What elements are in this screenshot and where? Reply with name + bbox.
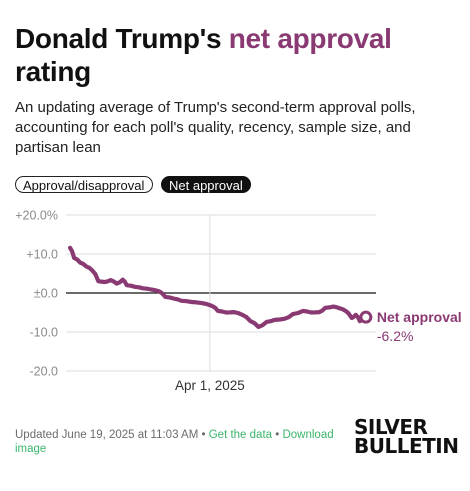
- series-value-label: -6.2%: [377, 328, 414, 344]
- logo-line-1: SILVER: [354, 415, 428, 439]
- y-tick-label: -10.0: [30, 326, 59, 340]
- y-tick-label: -20.0: [30, 365, 59, 379]
- series-name-label: Net approval: [377, 309, 462, 325]
- chart-grid: [66, 214, 376, 372]
- y-tick-label: +10.0: [26, 248, 58, 262]
- net-approval-chart: +20.0% +10.0 ±0.0 -10.0 -20.0 Apr 1, 2025 Ne…: [15, 209, 462, 394]
- y-tick-label: +20.0%: [15, 209, 58, 223]
- series-line-net-approval: [68, 245, 368, 329]
- approval-disapproval-toggle[interactable]: Approval/disapproval: [15, 176, 153, 193]
- title-accent: net approval: [228, 23, 392, 54]
- x-axis-ticks: Apr 1, 2025: [175, 378, 245, 393]
- title-prefix: Donald Trump's: [15, 23, 229, 54]
- x-tick-label: Apr 1, 2025: [175, 378, 245, 393]
- y-axis-ticks: +20.0% +10.0 ±0.0 -10.0 -20.0: [15, 209, 58, 379]
- chart-title: Donald Trump's net approval rating: [15, 22, 455, 88]
- footer: Updated June 19, 2025 at 11:03 AM • Get …: [15, 428, 335, 456]
- logo-line-2: BULLETIN: [354, 434, 459, 458]
- download-image-link[interactable]: Download image: [15, 429, 334, 455]
- title-suffix: rating: [15, 56, 91, 87]
- y-tick-label: ±0.0: [34, 287, 58, 301]
- footer-separator-2: •: [275, 429, 280, 441]
- footer-separator: •: [201, 429, 206, 441]
- series-net-approval: [68, 245, 373, 329]
- chart-subtitle: An updating average of Trump's second-te…: [15, 99, 416, 156]
- series-end-label: Net approval -6.2%: [377, 309, 462, 344]
- updated-timestamp: Updated June 19, 2025 at 11:03 AM: [15, 429, 199, 441]
- get-data-link[interactable]: Get the data: [208, 429, 273, 441]
- net-approval-toggle[interactable]: Net approval: [161, 176, 251, 193]
- silver-bulletin-logo: SILVER BULLETIN: [354, 415, 459, 458]
- series-end-marker: [359, 310, 373, 324]
